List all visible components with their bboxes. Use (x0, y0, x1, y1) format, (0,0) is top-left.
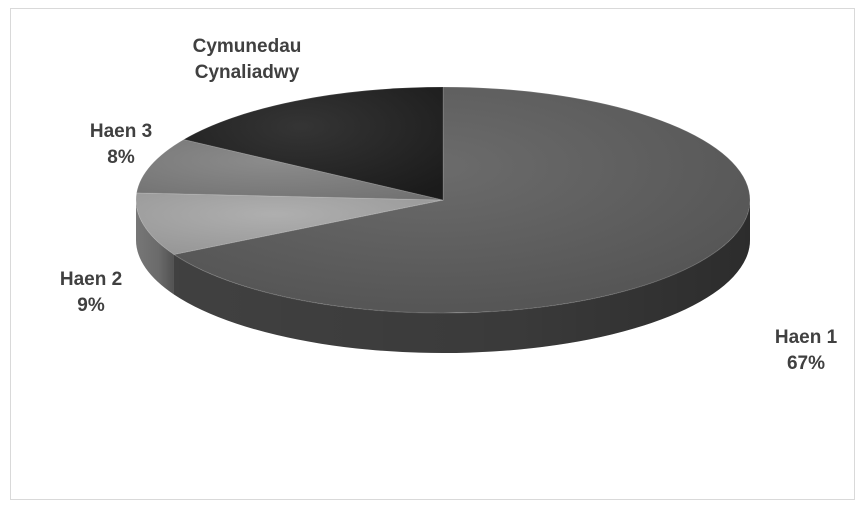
slice-label-line: Haen 2 (60, 269, 122, 290)
pie-side-shade-haen-1 (173, 200, 750, 353)
pie-slice-shade-haen-3 (136, 139, 443, 200)
slice-label-line: Cynaliadwy (195, 62, 300, 83)
slice-label-line: 9% (77, 295, 105, 316)
slice-label-cymunedau-cynaliadwy: Cymunedau Cynaliadwy (193, 36, 302, 83)
slice-label-line: Haen 1 (775, 327, 838, 348)
pie-slice-shade-cymunedau-cynaliadwy (183, 87, 443, 200)
slice-label-line: 67% (787, 353, 825, 374)
slice-label-haen-2: Haen 2 9% (60, 269, 122, 316)
pie-slice-shade-haen-2 (136, 192, 443, 255)
slice-label-line: Haen 3 (90, 121, 152, 142)
pie-side-shade-haen-2 (136, 200, 174, 295)
pie-chart: Haen 1 67% Haen 2 9% Haen 3 8% Cymunedau Cynali… (60, 36, 838, 374)
slice-label-haen-3: Haen 3 8% (90, 121, 152, 168)
slice-label-line: Cymunedau (193, 36, 302, 57)
pie-slice-shade-haen-1 (173, 87, 750, 313)
slice-label-line: 8% (107, 147, 135, 168)
chart-area: Haen 1 67% Haen 2 9% Haen 3 8% Cymunedau Cynali… (10, 8, 855, 500)
slice-label-haen-1: Haen 1 67% (775, 327, 838, 374)
